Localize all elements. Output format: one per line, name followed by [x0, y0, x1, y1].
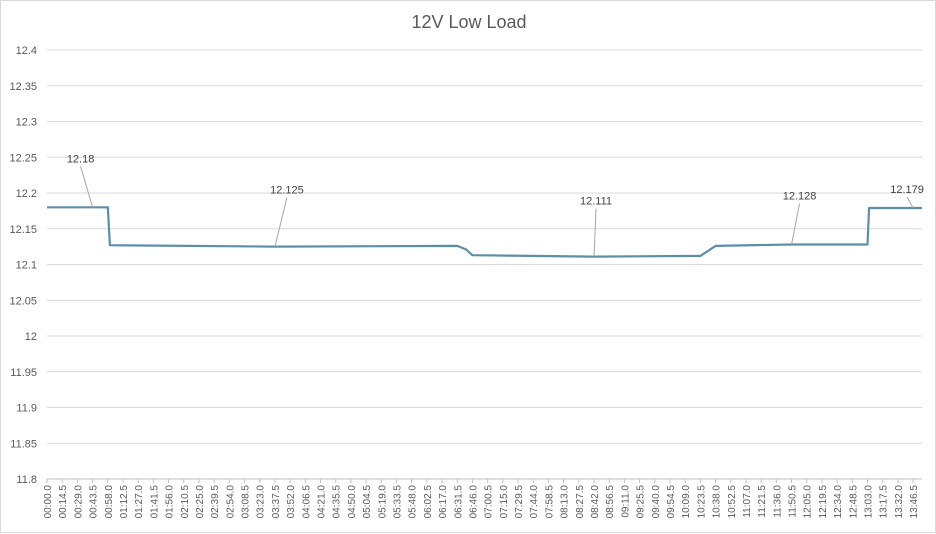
data-label-leader	[791, 203, 801, 245]
data-label-leader	[593, 208, 597, 257]
x-tick-label: 01:12.5	[119, 485, 130, 519]
x-tick-label: 11:50.5	[788, 485, 799, 518]
x-tick-label: 12:19.5	[818, 485, 829, 519]
x-tick-label: 07:00.5	[484, 485, 495, 519]
x-tick-label: 02:10.5	[180, 485, 191, 519]
x-tick-label: 05:33.5	[392, 485, 403, 519]
data-label: 12.125	[270, 185, 304, 197]
x-tick-label: 09:25.5	[636, 485, 647, 519]
x-tick-label: 11:21.5	[757, 485, 768, 518]
x-tick-label: 06:31.5	[453, 485, 464, 519]
y-tick-label: 12.1	[16, 260, 37, 272]
data-label: 12.111	[580, 196, 612, 208]
x-tick-label: 03:23.0	[256, 485, 267, 519]
x-tick-label: 00:58.0	[104, 485, 115, 519]
data-label: 12.18	[67, 153, 95, 165]
x-tick-label: 02:39.5	[210, 485, 221, 519]
x-tick-label: 05:48.0	[408, 485, 419, 519]
data-label: 12.128	[783, 190, 817, 202]
x-tick-label: 13:32.0	[894, 485, 905, 519]
y-tick-label: 11.95	[10, 367, 37, 379]
x-tick-label: 08:42.0	[590, 485, 601, 519]
y-tick-label: 11.9	[16, 403, 37, 415]
x-tick-label: 10:38.0	[712, 485, 723, 519]
x-tick-label: 09:11.0	[620, 485, 631, 518]
data-label-leader	[80, 166, 94, 208]
y-tick-label: 12	[25, 331, 37, 343]
x-tick-label: 13:03.0	[864, 485, 875, 519]
series-line	[47, 206, 922, 258]
x-tick-label: 03:08.5	[241, 485, 252, 519]
data-label: 12.179	[890, 184, 924, 196]
x-tick-label: 05:04.5	[362, 485, 373, 519]
x-tick-label: 12:34.0	[833, 485, 844, 519]
x-tick-label: 01:41.5	[149, 485, 160, 519]
x-tick-label: 01:27.0	[134, 485, 145, 519]
x-tick-label: 09:40.0	[651, 485, 662, 519]
x-tick-label: 12:48.5	[848, 485, 859, 519]
y-tick-label: 12.25	[9, 152, 37, 164]
x-tick-label: 03:37.5	[271, 485, 282, 519]
x-tick-label: 07:15.0	[499, 485, 510, 519]
x-tick-label: 00:29.0	[73, 485, 84, 519]
x-tick-label: 11:36.0	[772, 485, 783, 518]
x-tick-label: 07:44.0	[529, 485, 540, 519]
x-tick-label: 06:17.0	[438, 485, 449, 519]
x-tick-label: 10:23.5	[696, 485, 707, 519]
x-tick-label: 12:05.0	[803, 485, 814, 519]
x-tick-label: 01:56.0	[165, 485, 176, 519]
x-tick-label: 11:07.0	[742, 485, 753, 518]
x-tick-label: 03:52.0	[286, 485, 297, 519]
x-tick-label: 00:14.5	[58, 485, 69, 519]
y-tick-label: 11.8	[16, 474, 37, 486]
y-tick-label: 12.35	[9, 81, 37, 93]
x-tick-label: 04:21.0	[317, 485, 328, 519]
x-tick-label: 00:43.5	[89, 485, 100, 519]
x-tick-label: 13:17.5	[879, 485, 890, 519]
x-tick-label: 08:27.5	[575, 485, 586, 519]
x-tick-label: 08:13.0	[560, 485, 571, 519]
x-tick-label: 06:02.5	[423, 485, 434, 519]
x-tick-label: 02:54.0	[225, 485, 236, 519]
x-tick-label: 02:25.0	[195, 485, 206, 519]
x-tick-label: 07:29.5	[514, 485, 525, 519]
y-tick-label: 12.05	[9, 295, 37, 307]
x-tick-label: 04:06.5	[301, 485, 312, 519]
x-tick-label: 08:56.5	[605, 485, 616, 519]
data-label-leader	[274, 197, 288, 247]
data-label-leader	[906, 196, 914, 209]
x-tick-label: 10:09.0	[681, 485, 692, 519]
y-tick-label: 12.4	[16, 45, 37, 57]
y-tick-label: 12.3	[16, 117, 37, 129]
x-tick-label: 06:46.0	[468, 485, 479, 519]
y-tick-label: 11.85	[10, 438, 37, 450]
chart-title: 12V Low Load	[411, 12, 527, 32]
x-tick-label: 10:52.5	[727, 485, 738, 519]
x-tick-label: 00:00.0	[43, 485, 54, 519]
x-tick-label: 13:46.5	[909, 485, 920, 519]
x-tick-label: 04:50.0	[347, 485, 358, 519]
x-tick-label: 04:35.5	[332, 485, 343, 519]
x-tick-label: 09:54.5	[666, 485, 677, 519]
x-tick-label: 07:58.5	[544, 485, 555, 519]
y-tick-label: 12.15	[9, 224, 37, 236]
y-tick-label: 12.2	[16, 188, 37, 200]
x-tick-label: 05:19.0	[377, 485, 388, 519]
